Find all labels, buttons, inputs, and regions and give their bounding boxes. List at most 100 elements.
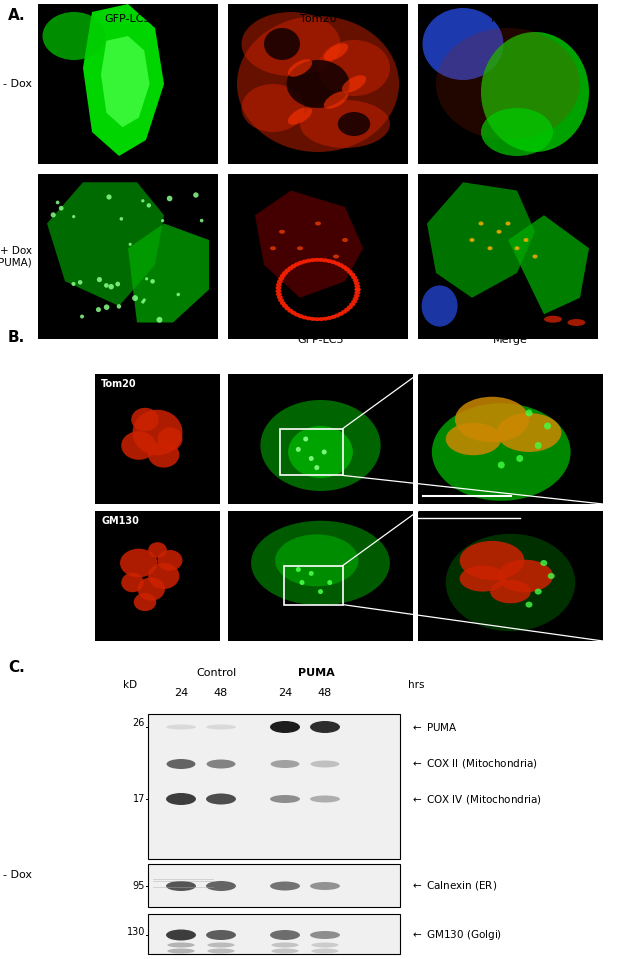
Text: 24: 24 [174, 688, 188, 698]
Polygon shape [128, 223, 209, 322]
Ellipse shape [497, 230, 502, 234]
Ellipse shape [344, 308, 350, 312]
Ellipse shape [288, 59, 312, 77]
Ellipse shape [342, 238, 348, 242]
Ellipse shape [132, 295, 138, 301]
Bar [148, 914, 400, 954]
Ellipse shape [314, 258, 320, 262]
Ellipse shape [277, 295, 283, 299]
Bar [95, 511, 220, 641]
Ellipse shape [121, 432, 156, 459]
Bar [228, 511, 413, 641]
Text: $\leftarrow$ GM130 (Golgi): $\leftarrow$ GM130 (Golgi) [410, 928, 502, 942]
Ellipse shape [138, 577, 165, 600]
Bar [228, 4, 408, 164]
Ellipse shape [278, 277, 284, 281]
Ellipse shape [297, 246, 303, 250]
Ellipse shape [505, 222, 511, 225]
Text: + Dox
(PUMA): + Dox (PUMA) [0, 246, 32, 268]
Text: 17: 17 [133, 794, 145, 804]
Ellipse shape [568, 319, 585, 326]
Ellipse shape [479, 222, 483, 225]
Polygon shape [47, 182, 164, 306]
Ellipse shape [109, 284, 114, 290]
Ellipse shape [338, 312, 344, 316]
Ellipse shape [490, 580, 531, 603]
Ellipse shape [526, 409, 533, 416]
Ellipse shape [498, 461, 505, 469]
Bar [148, 714, 400, 859]
Ellipse shape [288, 309, 293, 313]
Ellipse shape [334, 314, 340, 317]
Ellipse shape [344, 268, 350, 271]
Ellipse shape [294, 263, 300, 267]
Ellipse shape [540, 560, 547, 566]
Ellipse shape [43, 12, 105, 60]
Ellipse shape [241, 12, 340, 76]
Ellipse shape [460, 541, 525, 580]
Ellipse shape [354, 281, 359, 285]
Ellipse shape [276, 292, 282, 296]
Ellipse shape [277, 280, 283, 284]
Ellipse shape [96, 307, 101, 312]
Ellipse shape [161, 219, 164, 222]
Bar [418, 511, 603, 641]
Ellipse shape [131, 408, 159, 432]
Polygon shape [255, 191, 363, 297]
Text: C.: C. [8, 660, 25, 675]
Ellipse shape [97, 277, 102, 282]
Text: $\leftarrow$ PUMA: $\leftarrow$ PUMA [410, 721, 458, 733]
Text: 130: 130 [126, 927, 145, 937]
Ellipse shape [354, 288, 361, 292]
Ellipse shape [311, 760, 340, 767]
Ellipse shape [326, 259, 333, 263]
Ellipse shape [107, 195, 112, 199]
Ellipse shape [310, 882, 340, 890]
Ellipse shape [168, 948, 194, 953]
Ellipse shape [104, 283, 109, 288]
Text: $\leftarrow$ COX IV (Mitochondria): $\leftarrow$ COX IV (Mitochondria) [410, 792, 542, 806]
Ellipse shape [354, 284, 361, 289]
Ellipse shape [334, 262, 340, 266]
Ellipse shape [78, 280, 83, 285]
Ellipse shape [300, 100, 390, 148]
Ellipse shape [422, 8, 504, 80]
Ellipse shape [282, 271, 288, 275]
Ellipse shape [352, 278, 359, 282]
Bar [38, 174, 218, 339]
Ellipse shape [305, 259, 312, 263]
Ellipse shape [533, 254, 537, 259]
Ellipse shape [206, 793, 236, 805]
Ellipse shape [148, 542, 167, 558]
Ellipse shape [318, 589, 323, 594]
Ellipse shape [302, 260, 307, 264]
Text: 48: 48 [318, 688, 332, 698]
Polygon shape [101, 36, 150, 128]
Ellipse shape [481, 108, 553, 156]
Ellipse shape [279, 230, 285, 234]
Ellipse shape [156, 316, 163, 323]
Ellipse shape [305, 316, 312, 320]
Ellipse shape [166, 881, 196, 891]
Ellipse shape [432, 403, 571, 501]
Ellipse shape [241, 84, 305, 132]
Ellipse shape [276, 289, 281, 293]
Ellipse shape [298, 315, 304, 318]
Ellipse shape [498, 560, 553, 593]
Ellipse shape [311, 943, 338, 947]
Ellipse shape [270, 721, 300, 733]
Ellipse shape [141, 300, 145, 304]
Ellipse shape [341, 265, 347, 269]
Text: Tom20: Tom20 [300, 14, 337, 24]
Ellipse shape [104, 304, 109, 310]
Ellipse shape [446, 423, 501, 456]
Ellipse shape [296, 567, 301, 572]
Bar [148, 864, 400, 907]
Bar [228, 174, 408, 339]
Ellipse shape [206, 930, 236, 940]
Text: PUMA: PUMA [298, 668, 335, 678]
Ellipse shape [314, 317, 320, 321]
Text: Control: Control [196, 668, 236, 678]
Ellipse shape [544, 316, 562, 322]
Ellipse shape [260, 400, 380, 491]
